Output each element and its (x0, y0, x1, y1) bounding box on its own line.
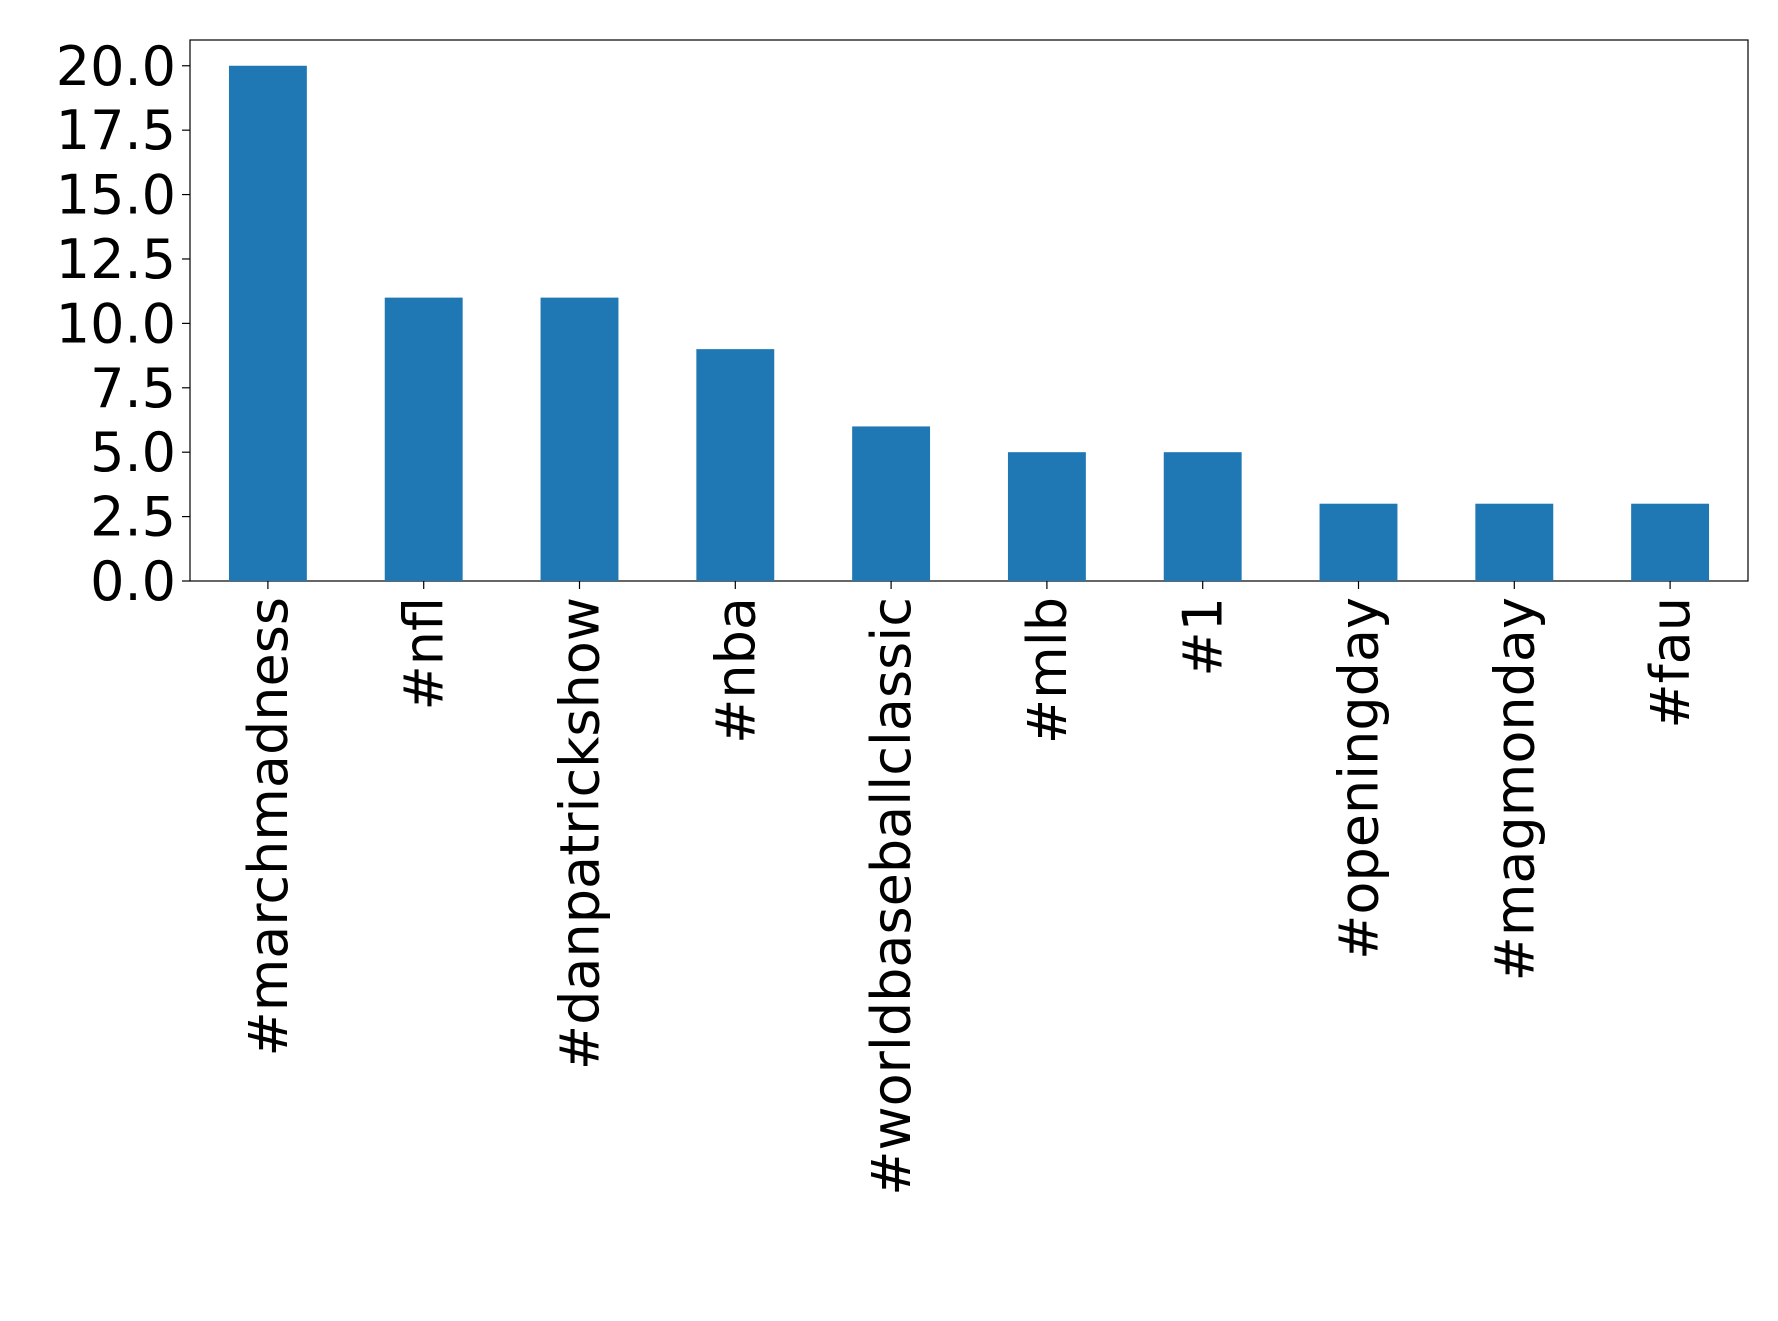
x-tick-label: #fau (1639, 597, 1702, 729)
y-tick-label: 5.0 (90, 421, 176, 484)
x-tick-label: #nba (704, 597, 767, 744)
x-tick-label: #magmonday (1483, 597, 1546, 981)
y-tick-label: 0.0 (90, 550, 176, 613)
y-tick-label: 2.5 (90, 486, 176, 549)
bar (1475, 503, 1554, 581)
x-tick-label: #mlb (1016, 597, 1079, 744)
bar (696, 349, 775, 581)
y-tick-label: 15.0 (56, 164, 176, 227)
bar (1319, 503, 1398, 581)
x-tick-label: #marchmadness (237, 597, 300, 1057)
y-tick-label: 12.5 (56, 228, 176, 291)
bar (852, 426, 931, 581)
bar (384, 297, 463, 581)
bar (228, 65, 307, 581)
x-tick-label: #openingday (1328, 597, 1391, 960)
x-tick-label: #worldbaseballclassic (860, 597, 923, 1196)
y-tick-label: 20.0 (56, 35, 176, 98)
bar (1631, 503, 1710, 581)
y-tick-label: 17.5 (56, 99, 176, 162)
plot-frame (189, 39, 1749, 582)
x-tick-label: #danpatrickshow (549, 597, 612, 1070)
bar (1163, 452, 1242, 581)
y-tick-label: 10.0 (56, 292, 176, 355)
x-tick-label: #nfl (393, 597, 456, 710)
y-tick-label: 7.5 (90, 357, 176, 420)
bar (1007, 452, 1086, 581)
x-tick-label: #1 (1172, 597, 1235, 677)
bar (540, 297, 619, 581)
